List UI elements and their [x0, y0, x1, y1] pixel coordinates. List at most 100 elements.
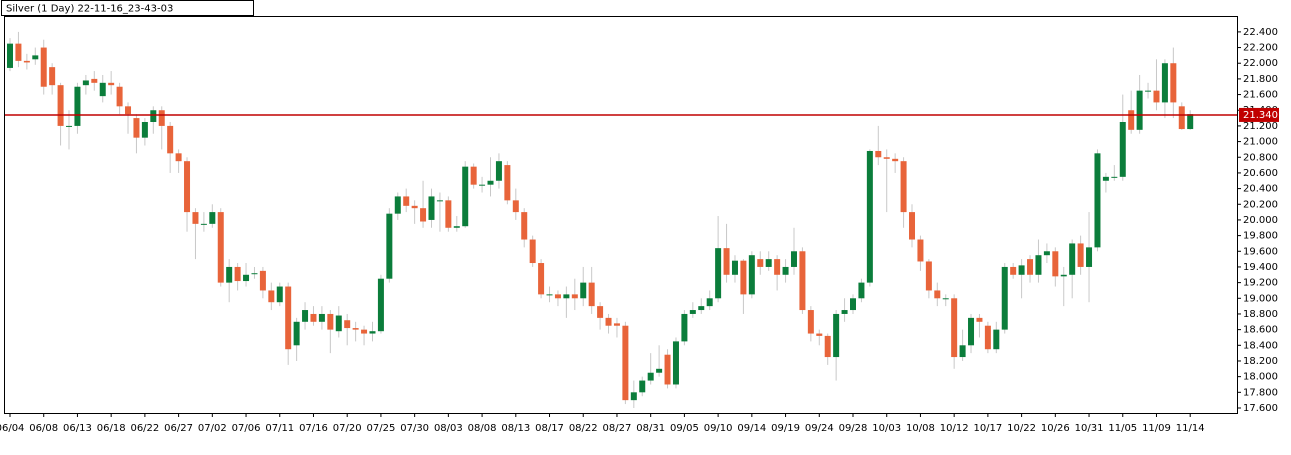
y-tick-label: 19.000 [1243, 293, 1278, 304]
candle-body [1170, 63, 1177, 103]
candle-body [1161, 63, 1168, 103]
candle-body [335, 315, 342, 332]
candle-body [150, 110, 157, 122]
x-tick-label: 10/26 [1041, 423, 1070, 434]
x-tick-label: 06/08 [29, 423, 58, 434]
x-tick-label: 08/13 [501, 423, 530, 434]
candle-body [361, 329, 368, 334]
candle-body [1010, 266, 1017, 275]
candle-body [99, 82, 106, 97]
candle-body [740, 260, 747, 295]
candle-body [369, 331, 376, 334]
candle-body [487, 180, 494, 185]
y-tick-label: 22.400 [1243, 27, 1278, 38]
candle-body [268, 290, 275, 303]
candle-body [841, 310, 848, 314]
candle-body [993, 329, 1000, 350]
candle-body [917, 239, 924, 262]
candle-body [816, 333, 823, 336]
candle-body [82, 80, 89, 86]
y-tick-label: 20.800 [1243, 152, 1278, 163]
x-tick-label: 10/03 [872, 423, 901, 434]
x-tick-label: 06/18 [97, 423, 126, 434]
candle-body [774, 259, 781, 275]
candle-body [605, 317, 612, 326]
candle-body [656, 368, 663, 373]
candle-body [200, 223, 207, 225]
candle-body [167, 125, 174, 154]
candle-body [731, 260, 738, 275]
candle-body [470, 166, 477, 185]
candle-body [689, 310, 696, 314]
candle-body [327, 313, 334, 330]
candle-body [968, 317, 975, 346]
candle-body [925, 261, 932, 291]
candle-body [108, 82, 115, 86]
candle-body [883, 157, 890, 159]
candle-body [158, 110, 165, 126]
y-tick-label: 18.400 [1243, 340, 1278, 351]
candle-body [479, 184, 486, 186]
y-tick-label: 21.200 [1243, 121, 1278, 132]
y-tick-label: 19.800 [1243, 231, 1278, 242]
x-tick-label: 09/05 [670, 423, 699, 434]
candle-body [529, 239, 536, 264]
candle-body [1060, 274, 1067, 277]
candle-body [715, 248, 722, 299]
candle-body [40, 47, 47, 87]
x-tick-label: 08/08 [468, 423, 497, 434]
x-tick-label: 11/09 [1142, 423, 1171, 434]
candle-body [403, 196, 410, 206]
candle-body [538, 263, 545, 295]
x-tick-label: 10/08 [906, 423, 935, 434]
candle-body [293, 321, 300, 346]
candle-body [57, 85, 64, 126]
x-tick-label: 11/05 [1108, 423, 1137, 434]
price-label-box [1239, 107, 1279, 122]
x-tick-label: 09/14 [737, 423, 766, 434]
candle-body [1178, 106, 1185, 130]
candle-body [209, 212, 216, 224]
candle-body [892, 158, 899, 162]
x-tick-label: 09/28 [839, 423, 868, 434]
candle-body [310, 313, 317, 322]
y-tick-label: 20.200 [1243, 199, 1278, 210]
candle-body [1102, 176, 1109, 181]
x-tick-label: 10/12 [940, 423, 969, 434]
x-tick-label: 07/16 [299, 423, 328, 434]
y-tick-label: 22.200 [1243, 43, 1278, 54]
candle-body [630, 392, 637, 401]
y-tick-label: 22.000 [1243, 58, 1278, 69]
candle-body [790, 251, 797, 267]
candle-body [672, 341, 679, 385]
candle-body [74, 86, 81, 126]
candle-body [302, 310, 309, 322]
candle-body [411, 205, 418, 209]
candle-body [1052, 251, 1059, 277]
candle-body [436, 200, 443, 202]
candle-body [512, 200, 519, 213]
y-tick-label: 20.600 [1243, 168, 1278, 179]
candle-body [1153, 90, 1160, 103]
x-tick-label: 06/04 [0, 423, 24, 434]
candle-body [1035, 255, 1042, 275]
title-box [1, 0, 254, 16]
candle-body [1001, 266, 1008, 330]
x-tick-label: 06/27 [164, 423, 193, 434]
candle-body [757, 259, 764, 267]
candle-body [184, 161, 191, 213]
candle-body [251, 273, 258, 275]
candle-body [951, 298, 958, 358]
candle-body [706, 298, 713, 307]
candle-body [226, 266, 233, 283]
x-tick-label: 09/24 [805, 423, 834, 434]
candle-body [571, 294, 578, 299]
candle-body [850, 298, 856, 311]
candle-body [959, 345, 966, 358]
candle-body [799, 251, 806, 311]
candle-body [1069, 243, 1076, 275]
candle-body [91, 78, 98, 83]
y-tick-label: 18.200 [1243, 356, 1278, 367]
candle-body [243, 274, 250, 282]
